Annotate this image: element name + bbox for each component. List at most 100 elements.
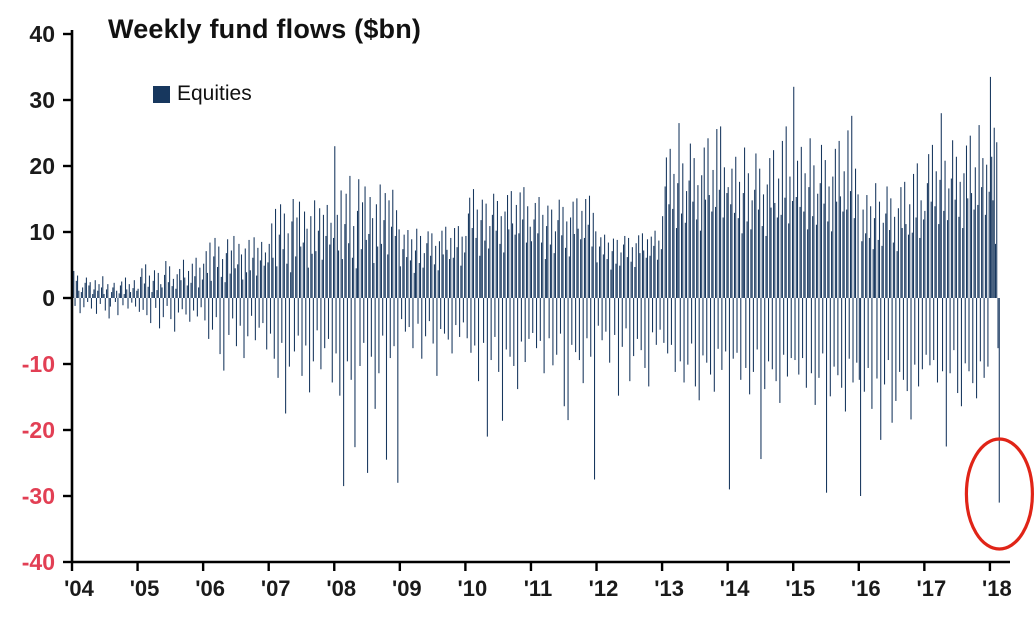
bar — [688, 180, 690, 298]
bar — [102, 276, 104, 298]
bar — [839, 196, 841, 298]
bar — [108, 298, 110, 319]
bar — [633, 298, 635, 357]
bar — [876, 298, 878, 379]
bar — [326, 204, 328, 298]
bar — [423, 253, 425, 298]
bar — [485, 203, 487, 298]
bar — [517, 298, 519, 390]
y-tick-label: -40 — [22, 549, 55, 575]
bar — [127, 298, 129, 309]
bar — [121, 281, 123, 298]
bar — [736, 298, 738, 353]
bar — [394, 235, 396, 298]
bar — [756, 298, 758, 350]
bar — [870, 206, 872, 298]
bar — [882, 222, 884, 298]
bar — [655, 298, 657, 345]
bar — [986, 164, 988, 298]
bar — [900, 187, 902, 298]
bar — [776, 217, 778, 298]
bar — [824, 160, 826, 298]
bar — [449, 259, 451, 298]
bar — [427, 231, 429, 298]
bar — [621, 298, 623, 347]
bar — [162, 298, 164, 318]
bar — [329, 244, 331, 298]
bar — [322, 214, 324, 298]
bar — [258, 298, 260, 328]
bar — [194, 276, 196, 298]
bar — [602, 254, 604, 298]
bar — [808, 187, 810, 298]
bar — [368, 233, 370, 298]
bar — [636, 298, 638, 339]
bar — [886, 186, 888, 298]
bar — [639, 253, 641, 298]
bar — [559, 298, 562, 334]
bar — [467, 213, 469, 298]
bar — [360, 249, 362, 298]
bar — [155, 298, 157, 308]
bar — [338, 250, 340, 298]
bar — [167, 282, 169, 298]
bar — [229, 273, 231, 298]
bar — [735, 156, 737, 298]
bar — [653, 245, 655, 298]
bar — [691, 298, 693, 344]
bar — [201, 279, 203, 298]
bar — [169, 266, 171, 298]
bar — [759, 168, 761, 298]
bar — [794, 298, 796, 361]
bar — [402, 249, 404, 298]
bar — [203, 263, 205, 298]
bar — [706, 298, 708, 363]
bar — [451, 298, 453, 354]
bar — [92, 294, 94, 298]
bar — [965, 145, 968, 298]
bar — [188, 270, 190, 298]
bar — [215, 298, 217, 318]
bar — [768, 298, 770, 362]
y-tick-label: 0 — [42, 285, 55, 311]
bar — [745, 298, 747, 368]
bar — [939, 179, 941, 298]
bar — [728, 298, 730, 490]
bar — [982, 158, 984, 298]
bar — [261, 241, 263, 298]
bar — [106, 289, 108, 298]
bar — [88, 285, 90, 298]
bar — [971, 193, 973, 298]
bar — [411, 239, 413, 298]
bar — [891, 298, 893, 423]
bar — [926, 183, 928, 298]
bar — [697, 185, 699, 298]
bar — [179, 268, 181, 298]
bar — [422, 267, 424, 298]
bar — [958, 216, 960, 298]
bar — [269, 298, 272, 334]
bar — [346, 298, 348, 362]
bar — [466, 298, 468, 339]
bar — [911, 232, 913, 298]
bar — [826, 298, 828, 493]
bar — [587, 224, 589, 298]
bar — [906, 298, 908, 392]
bar — [525, 242, 527, 298]
bar — [513, 298, 515, 366]
bar — [762, 194, 765, 298]
bar — [111, 292, 113, 298]
bar — [889, 230, 891, 298]
bar — [538, 197, 540, 298]
bar — [952, 140, 954, 298]
bar — [302, 242, 304, 298]
bar — [87, 298, 89, 302]
bar — [875, 183, 877, 298]
bar — [459, 298, 461, 337]
bar — [684, 222, 686, 298]
bar — [271, 223, 273, 298]
bar — [349, 175, 351, 298]
bar — [393, 298, 395, 347]
bar — [222, 259, 224, 298]
bar — [692, 201, 694, 298]
